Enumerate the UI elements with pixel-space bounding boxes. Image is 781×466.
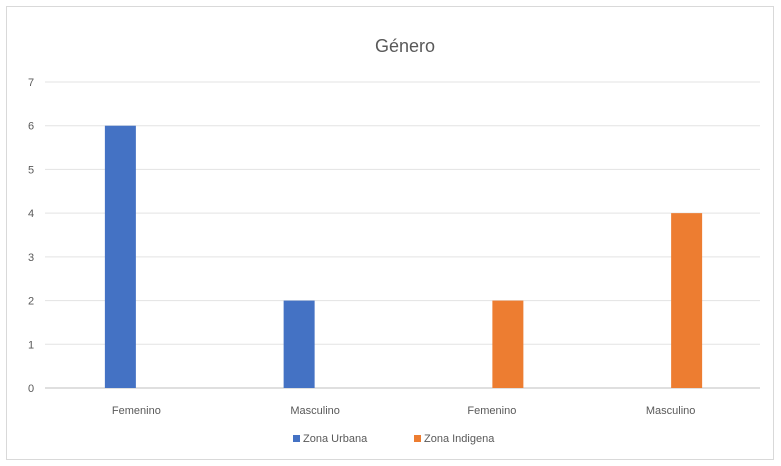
legend-swatch (293, 435, 300, 442)
legend-label: Zona Urbana (303, 433, 368, 445)
bar-zona-indigena (671, 213, 703, 388)
y-tick-label: 7 (28, 77, 34, 89)
legend: Zona Urbana Zona Indigena (293, 433, 495, 445)
y-tick-label: 1 (28, 339, 34, 351)
y-tick-label: 5 (28, 164, 34, 176)
legend-swatch (414, 435, 421, 442)
bars (104, 125, 703, 388)
legend-label: Zona Indigena (424, 433, 495, 445)
x-category-label: Masculino (646, 405, 696, 417)
x-category-label: Femenino (112, 405, 161, 417)
bar-zona-urbana (283, 300, 315, 388)
x-category-label: Masculino (290, 405, 340, 417)
grid-lines (45, 81, 760, 389)
x-axis-categories: Femenino Masculino Femenino Masculino (112, 405, 695, 417)
y-tick-label: 0 (28, 383, 34, 395)
bar-zona-urbana (104, 125, 136, 388)
y-axis-ticks: 0 1 2 3 4 5 6 7 (28, 77, 34, 395)
x-category-label: Femenino (467, 405, 516, 417)
bar-zona-indigena (492, 300, 524, 388)
y-tick-label: 4 (28, 208, 34, 220)
y-tick-label: 6 (28, 121, 34, 133)
chart-title: Género (375, 36, 435, 56)
y-tick-label: 3 (28, 252, 34, 264)
y-tick-label: 2 (28, 296, 34, 308)
